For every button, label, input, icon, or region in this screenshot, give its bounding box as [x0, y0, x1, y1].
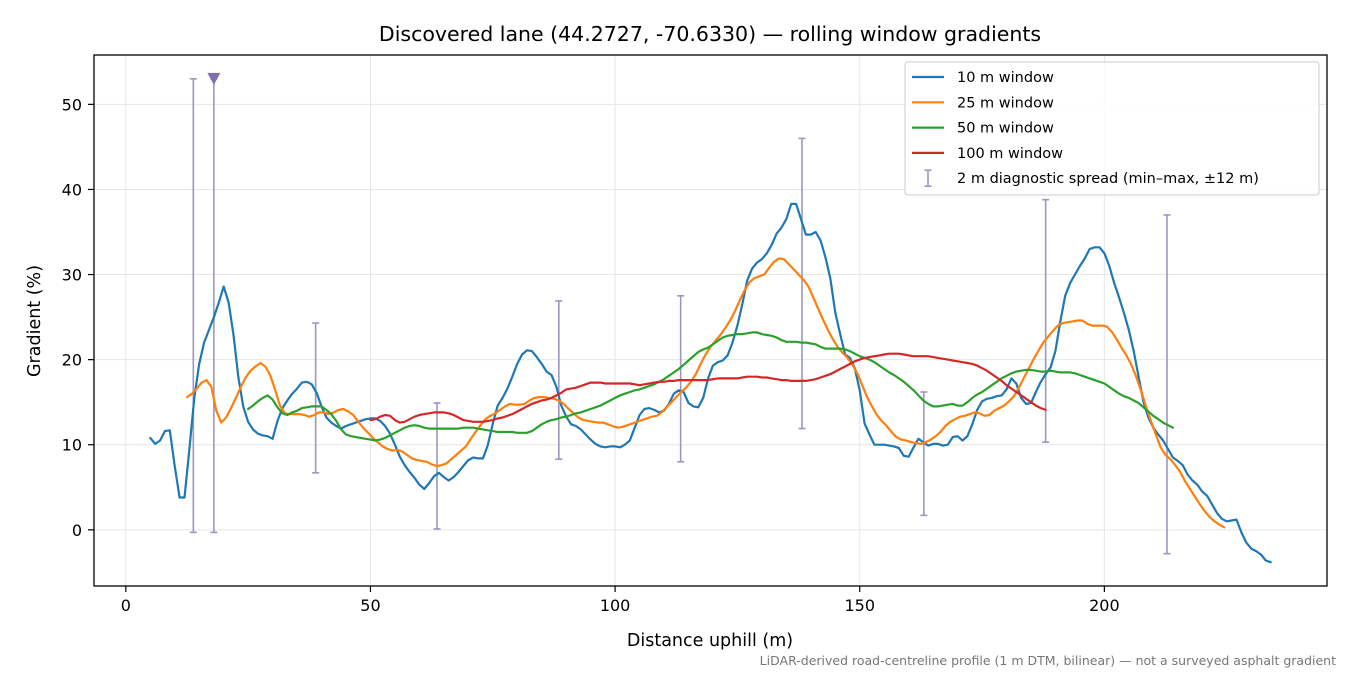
x-axis-label: Distance uphill (m) — [627, 631, 793, 651]
legend-label: 25 m window — [957, 95, 1054, 111]
legend-label: 50 m window — [957, 121, 1054, 137]
spread-bar — [1163, 214, 1171, 555]
legend-label: 2 m diagnostic spread (min–max, ±12 m) — [957, 171, 1259, 187]
series-line — [369, 352, 1047, 424]
legend-entry: 50 m window — [912, 121, 1054, 137]
legend-entry: 2 m diagnostic spread (min–max, ±12 m) — [924, 169, 1259, 187]
y-tick-label: 40 — [62, 180, 82, 199]
spread-bar — [677, 295, 685, 463]
y-tick-label: 30 — [62, 266, 82, 285]
series-line — [185, 257, 1226, 529]
legend-label: 10 m window — [957, 70, 1054, 86]
spread-bar — [207, 72, 221, 534]
spread-bar — [920, 391, 928, 517]
series-lines — [149, 202, 1272, 564]
x-tick-label: 150 — [844, 596, 875, 615]
legend: 10 m window 25 m window 50 m window 100 m w… — [904, 61, 1320, 196]
spread-bar — [189, 78, 197, 534]
x-tick-label: 50 — [360, 596, 380, 615]
legend-box — [904, 61, 1320, 196]
y-tick-label: 10 — [62, 436, 82, 455]
y-tick-label: 20 — [62, 351, 82, 370]
y-tick-label: 0 — [72, 521, 82, 540]
x-tick-label: 100 — [600, 596, 631, 615]
spread-bar — [312, 322, 320, 474]
axis-ticks: 0 50 100 150 200 0 10 20 30 40 50 — [62, 95, 1120, 615]
legend-entry: 100 m window — [912, 146, 1063, 162]
spread-bar — [555, 300, 563, 461]
x-tick-label: 200 — [1089, 596, 1120, 615]
legend-entry: 25 m window — [912, 95, 1054, 111]
y-tick-label: 50 — [62, 95, 82, 114]
footnote: LiDAR-derived road-centreline profile (1… — [760, 653, 1336, 668]
series-line — [247, 331, 1174, 442]
legend-entry: 10 m window — [912, 70, 1054, 86]
chart-title: Discovered lane (44.2727, -70.6330) — ro… — [379, 22, 1041, 46]
series-line — [149, 202, 1272, 564]
plot-frame — [93, 54, 1328, 587]
clipped-value-marker — [207, 72, 221, 85]
x-tick-label: 0 — [121, 596, 131, 615]
spread-bar — [1042, 198, 1050, 443]
legend-label: 100 m window — [957, 146, 1063, 162]
y-axis-label: Gradient (%) — [25, 265, 45, 377]
